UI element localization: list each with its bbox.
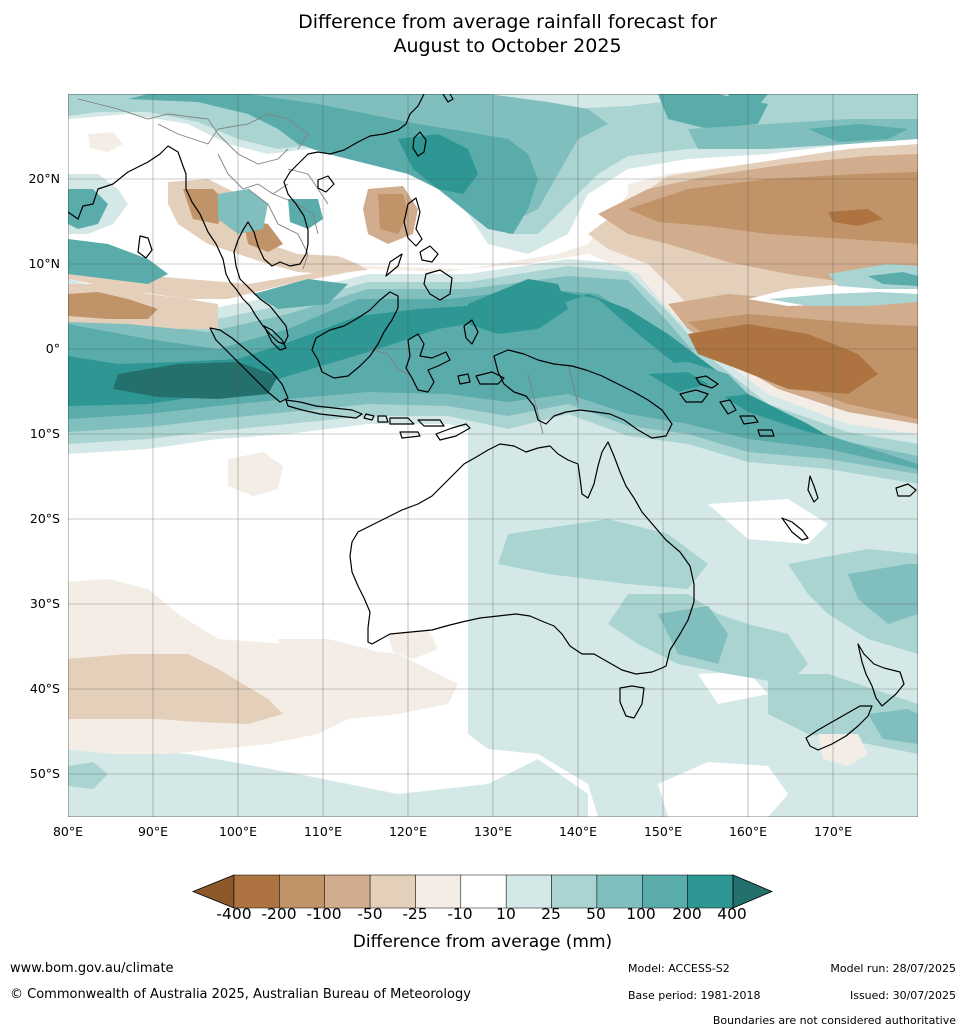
lon-label-140e: 140°E xyxy=(558,824,597,839)
lat-label-50s: 50°S xyxy=(29,766,60,781)
coastline-australia xyxy=(349,441,695,675)
colorbar-swatch xyxy=(687,874,734,909)
colorbar-label: -10 xyxy=(447,905,473,923)
lon-label-100e: 100°E xyxy=(218,824,257,839)
colorbar-label: 25 xyxy=(541,905,561,923)
lon-label-110e: 110°E xyxy=(303,824,342,839)
lon-label-150e: 150°E xyxy=(643,824,682,839)
coastline-hainan xyxy=(317,175,335,193)
coastline-buru xyxy=(457,373,471,385)
coastline-korea-stub xyxy=(442,94,454,103)
lon-label-130e: 130°E xyxy=(473,824,512,839)
colorbar-swatch xyxy=(596,874,643,909)
coastline-lombok xyxy=(377,415,389,423)
colorbar-swatch xyxy=(369,874,416,909)
lat-label-30s: 30°S xyxy=(29,596,60,611)
colorbar-label: -400 xyxy=(216,905,252,923)
colorbar-swatch xyxy=(324,874,371,909)
lat-label-10n: 10°N xyxy=(28,256,60,271)
colorbar-label: 200 xyxy=(672,905,702,923)
coastline-newcaledonia xyxy=(781,517,809,541)
coastline-asia xyxy=(68,94,425,345)
coastline-taiwan xyxy=(412,131,427,157)
coastline-luzon xyxy=(403,197,423,247)
coastline-solomons-2 xyxy=(757,429,775,437)
colorbar-swatch xyxy=(642,874,688,909)
coastline-tasmania xyxy=(619,685,645,719)
colorbar-swatch xyxy=(505,874,552,909)
coastline-sumbawa xyxy=(389,417,415,425)
coastline-java xyxy=(285,399,363,419)
colorbar-label: -25 xyxy=(402,905,428,923)
colorbar-label: -50 xyxy=(357,905,383,923)
coastlines xyxy=(68,94,917,751)
colorbar-arrow-low xyxy=(191,874,235,909)
colorbar-label: 10 xyxy=(496,905,516,923)
lon-label-160e: 160°E xyxy=(728,824,767,839)
model-run-date: Model run: 28/07/2025 xyxy=(830,962,956,975)
coastline-vanuatu xyxy=(807,475,819,503)
coastline-visayas xyxy=(419,245,439,263)
rainfall-anomaly-map xyxy=(68,94,918,817)
coastline-bougainville xyxy=(719,399,737,415)
coastline-timor xyxy=(435,423,471,441)
country-borders xyxy=(77,98,579,435)
colorbar-swatch xyxy=(551,874,598,909)
lon-label-80e: 80°E xyxy=(52,824,84,839)
copyright-notice: © Commonwealth of Australia 2025, Austra… xyxy=(10,987,471,1002)
coastline-fiji xyxy=(895,483,917,497)
issued-date: Issued: 30/07/2025 xyxy=(849,989,956,1002)
lon-label-170e: 170°E xyxy=(813,824,852,839)
lat-label-equator: 0° xyxy=(45,341,60,356)
model-name: Model: ACCESS-S2 xyxy=(628,962,730,975)
coastline-solomons-1 xyxy=(739,415,759,425)
coastline-palawan xyxy=(385,253,403,277)
colorbar-swatch xyxy=(415,874,462,909)
northern-dry-anomaly xyxy=(68,132,918,434)
colorbar-title: Difference from average (mm) xyxy=(352,932,613,952)
coastline-mindanao xyxy=(423,269,453,301)
coastline-sumatra xyxy=(209,327,289,403)
website-link[interactable]: www.bom.gov.au/climate xyxy=(10,961,174,976)
graticule xyxy=(68,94,918,817)
colorbar-swatch xyxy=(279,874,325,909)
coastline-newbritain xyxy=(679,389,709,403)
colorbar-label: 50 xyxy=(586,905,606,923)
southern-wet-anomaly xyxy=(68,422,918,817)
colorbar-label: -200 xyxy=(261,905,297,923)
colorbar-arrow-high xyxy=(732,874,774,909)
map-title: Difference from average rainfall forecas… xyxy=(0,10,965,58)
lon-label-120e: 120°E xyxy=(388,824,427,839)
colorbar-swatch xyxy=(233,874,280,909)
lat-label-40s: 40°S xyxy=(29,681,60,696)
colorbar xyxy=(191,874,774,909)
coastline-seram xyxy=(475,371,505,385)
base-period: Base period: 1981-2018 xyxy=(628,989,761,1002)
colorbar-label: -100 xyxy=(306,905,342,923)
coastline-borneo xyxy=(311,291,399,379)
title-line-2: August to October 2025 xyxy=(393,35,622,57)
colorbar-swatch xyxy=(460,874,507,909)
lon-label-90e: 90°E xyxy=(137,824,169,839)
colorbar-label: 100 xyxy=(626,905,656,923)
coastline-bali xyxy=(363,413,375,421)
coastline-nz-south xyxy=(805,705,873,751)
lat-label-10s: 10°S xyxy=(29,426,60,441)
coastline-halmahera xyxy=(463,319,479,345)
coastline-newireland xyxy=(695,375,719,389)
coastline-flores xyxy=(417,419,445,427)
coastline-nz-north xyxy=(857,643,905,707)
coastline-malaya xyxy=(263,325,287,351)
coastline-newguinea xyxy=(493,349,673,439)
colorbar-label: 400 xyxy=(717,905,747,923)
lat-label-20s: 20°S xyxy=(29,511,60,526)
title-line-1: Difference from average rainfall forecas… xyxy=(298,11,717,33)
boundary-disclaimer: Boundaries are not considered authoritat… xyxy=(712,1014,956,1027)
coastline-sumba xyxy=(399,431,421,439)
lat-label-20n: 20°N xyxy=(28,171,60,186)
coastline-srilanka xyxy=(137,235,153,259)
coastline-sulawesi xyxy=(405,333,451,393)
